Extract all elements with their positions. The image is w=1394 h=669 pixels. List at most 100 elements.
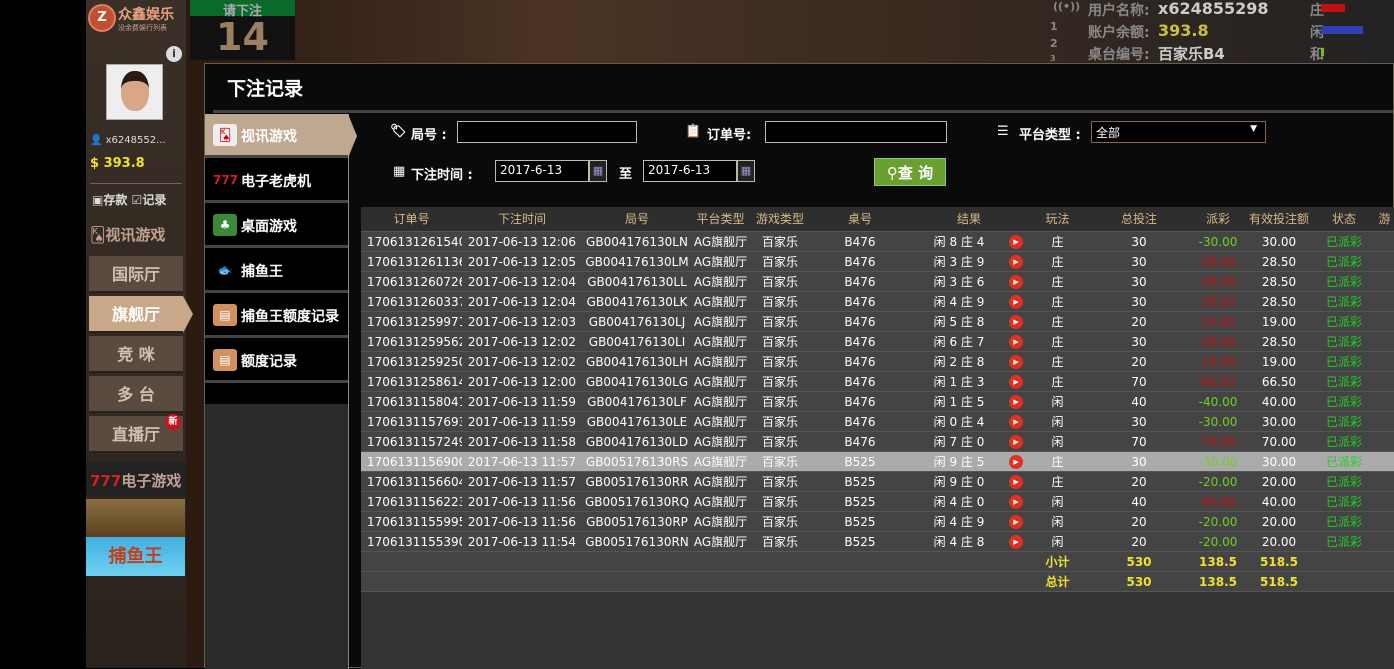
egame-category[interactable]: 777电子游戏 <box>86 462 186 496</box>
brand-name: 众鑫娱乐 <box>118 7 174 23</box>
hall-tab[interactable]: 竞 咪 <box>89 336 183 373</box>
table-row[interactable]: 1706131157693 2017-06-13 11:59 GB004176130… <box>361 412 1394 432</box>
table-row[interactable]: 1706131259971 2017-06-13 12:03 GB004176130… <box>361 312 1394 332</box>
bet-time: 2017-06-13 12:02 <box>467 335 577 349</box>
play-replay-icon[interactable]: ▶ <box>1009 395 1023 409</box>
menu-item-label: 桌面游戏 <box>241 219 297 235</box>
play-replay-icon[interactable]: ▶ <box>1009 415 1023 429</box>
valid-bet: 28.50 <box>1261 275 1297 289</box>
table-row[interactable]: 1706131259250 2017-06-13 12:02 GB004176130… <box>361 352 1394 372</box>
menu-item-label: 额度记录 <box>241 354 297 370</box>
valid-bet: 20.00 <box>1261 515 1297 529</box>
table-row[interactable]: 1706131258614 2017-06-13 12:00 GB004176130… <box>361 372 1394 392</box>
hall-tab[interactable]: 直播厅新 <box>89 414 183 453</box>
bet-type: 庄 <box>1051 455 1064 469</box>
bet-time: 2017-06-13 12:04 <box>467 275 577 289</box>
table-row[interactable]: 1706131157249 2017-06-13 11:58 GB004176130… <box>361 432 1394 452</box>
total-bet: 30 <box>1131 295 1147 309</box>
table-row[interactable]: 1706131156223 2017-06-13 11:56 GB005176130… <box>361 492 1394 512</box>
bet-type: 闲 <box>1051 395 1064 409</box>
query-button[interactable]: ⚲查 询 <box>874 158 946 186</box>
order-id: 1706131260337 <box>367 295 462 309</box>
info-icon[interactable]: i <box>166 46 182 62</box>
hall-tab[interactable]: 旗舰厅 <box>89 296 193 333</box>
bet-type: 闲 <box>1051 515 1064 529</box>
menu-item[interactable]: 777 电子老虎机 <box>205 159 348 203</box>
fish-king-banner[interactable]: 捕鱼王 <box>86 537 185 576</box>
payout: 70.00 <box>1200 435 1236 449</box>
menu-item-label: 捕鱼王额度记录 <box>241 309 339 325</box>
table-row[interactable]: 1706131261136 2017-06-13 12:05 GB004176130… <box>361 252 1394 272</box>
round-id: GB004176130LJ <box>588 315 686 329</box>
slot-banner[interactable] <box>86 499 185 537</box>
round-input[interactable] <box>457 121 637 143</box>
search-icon: ⚲ <box>886 164 898 182</box>
play-replay-icon[interactable]: ▶ <box>1009 295 1023 309</box>
chevron-down-icon: ▼ <box>1250 124 1257 134</box>
menu-item[interactable]: ♣ 桌面游戏 <box>205 204 348 248</box>
table-row[interactable]: 1706131260337 2017-06-13 12:04 GB004176130… <box>361 292 1394 312</box>
table-id: B525 <box>844 515 876 529</box>
table-row[interactable]: 1706131261540 2017-06-13 12:06 GB004176130… <box>361 232 1394 252</box>
cards-icon: 🂮 <box>90 226 106 244</box>
table-row[interactable]: 1706131155390 2017-06-13 11:54 GB005176130… <box>361 532 1394 552</box>
play-replay-icon[interactable]: ▶ <box>1009 315 1023 329</box>
table-row[interactable]: 1706131156604 2017-06-13 11:57 GB005176130… <box>361 472 1394 492</box>
table-row[interactable]: 1706131260726 2017-06-13 12:04 GB004176130… <box>361 272 1394 292</box>
bet-time: 2017-06-13 12:04 <box>467 295 577 309</box>
table-row[interactable]: 1706131259562 2017-06-13 12:02 GB004176130… <box>361 332 1394 352</box>
column-header: 桌号 <box>847 212 872 226</box>
platform-select[interactable]: 全部 ▼ <box>1091 121 1266 143</box>
order-id: 1706131156900 <box>367 455 462 469</box>
play-replay-icon[interactable]: ▶ <box>1009 255 1023 269</box>
table-row[interactable]: 1706131156900 2017-06-13 11:57 GB005176130… <box>361 452 1394 472</box>
order-id: 1706131158041 <box>367 395 462 409</box>
table-row[interactable]: 1706131155995 2017-06-13 11:56 GB005176130… <box>361 512 1394 532</box>
play-replay-icon[interactable]: ▶ <box>1009 535 1023 549</box>
record-link[interactable]: ☑记录 <box>131 193 167 207</box>
date-from-input[interactable]: 2017-6-13 <box>495 160 589 182</box>
table-id: B525 <box>844 475 876 489</box>
order-id: 1706131258614 <box>367 375 462 389</box>
play-replay-icon[interactable]: ▶ <box>1009 455 1023 469</box>
order-id: 1706131157249 <box>367 435 462 449</box>
hall-tab[interactable]: 国际厅 <box>89 256 183 293</box>
play-replay-icon[interactable]: ▶ <box>1009 435 1023 449</box>
menu-item[interactable]: 🂮 视讯游戏 <box>205 114 357 158</box>
date-to-input[interactable]: 2017-6-13 <box>643 160 737 182</box>
valid-bet: 40.00 <box>1261 495 1297 509</box>
bet-type: 闲 <box>1051 495 1064 509</box>
menu-item[interactable]: ▤ 额度记录 <box>205 339 348 383</box>
hall-tab[interactable]: 多 台 <box>89 376 183 413</box>
username: 👤 x6248552... <box>90 135 166 146</box>
calendar-icon[interactable]: ▦ <box>737 160 755 182</box>
total-bet: 20 <box>1131 315 1147 329</box>
calendar-icon[interactable]: ▦ <box>589 160 607 182</box>
table-row[interactable]: 1706131158041 2017-06-13 11:59 GB004176130… <box>361 392 1394 412</box>
play-replay-icon[interactable]: ▶ <box>1009 275 1023 289</box>
total-bet: 20 <box>1131 475 1147 489</box>
play-replay-icon[interactable]: ▶ <box>1009 355 1023 369</box>
play-replay-icon[interactable]: ▶ <box>1009 515 1023 529</box>
play-replay-icon[interactable]: ▶ <box>1009 235 1023 249</box>
order-input[interactable] <box>765 121 947 143</box>
live-games-category[interactable]: 🂮视讯游戏 <box>90 226 166 244</box>
menu-item[interactable]: ▤ 捕鱼王额度记录 <box>205 294 348 338</box>
result: 闲 0 庄 4 <box>933 415 985 429</box>
deposit-link[interactable]: ▣存款 <box>92 193 128 207</box>
total-bet: 70 <box>1131 435 1147 449</box>
bet-type: 庄 <box>1051 335 1064 349</box>
menu-item[interactable]: 🐟 捕鱼王 <box>205 249 348 293</box>
bet-type: 闲 <box>1051 435 1064 449</box>
menu-item-label: 视讯游戏 <box>241 129 297 145</box>
bet-time: 2017-06-13 11:54 <box>467 535 577 549</box>
valid-bet: 30.00 <box>1261 415 1297 429</box>
total-bet: 20 <box>1131 515 1147 529</box>
play-replay-icon[interactable]: ▶ <box>1009 375 1023 389</box>
play-replay-icon[interactable]: ▶ <box>1009 495 1023 509</box>
play-replay-icon[interactable]: ▶ <box>1009 335 1023 349</box>
table-id: B476 <box>844 235 876 249</box>
play-replay-icon[interactable]: ▶ <box>1009 475 1023 489</box>
valid-bet: 66.50 <box>1261 375 1297 389</box>
valid-bet: 70.00 <box>1261 435 1297 449</box>
